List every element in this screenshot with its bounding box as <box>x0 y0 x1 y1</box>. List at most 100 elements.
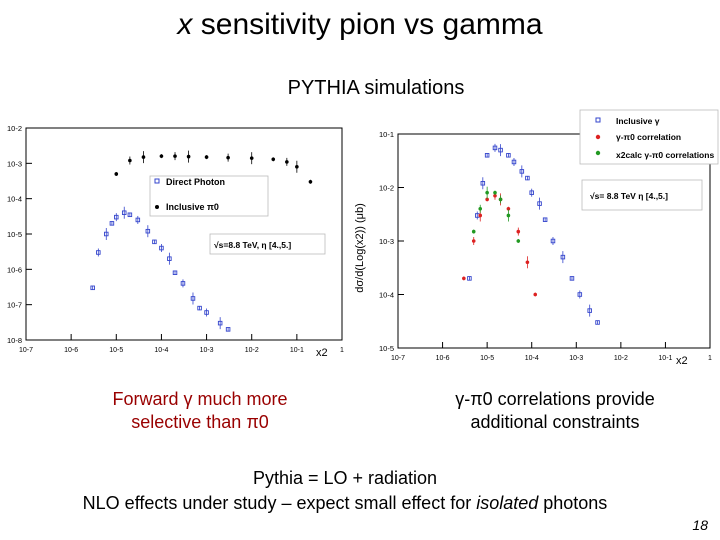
bottom-note: Pythia = LO + radiation NLO effects unde… <box>0 466 690 516</box>
direct-photon-point <box>180 281 186 286</box>
x2calc-0-correlations-point <box>506 213 511 218</box>
x-tick-label: 10-6 <box>436 355 450 362</box>
right-legend-x2calc-marker <box>595 150 601 156</box>
direct-photon-point <box>96 250 101 255</box>
x-tick-label: 10-4 <box>154 347 168 354</box>
x-tick-label: 10-7 <box>391 355 405 362</box>
0-correlation-point <box>506 206 511 211</box>
title-rest: sensitivity pion vs gamma <box>192 8 543 41</box>
right-plot: 10-7 10-6 10-5 10-4 10-3 10-2 10-1 1 10-5 10-4 10-… <box>350 108 720 370</box>
inclusive-point <box>519 169 525 174</box>
0-correlation-point <box>533 292 538 297</box>
inclusive-point <box>587 308 592 313</box>
right-legend-box <box>579 109 719 165</box>
y-tick-label: 10-7 <box>7 301 22 310</box>
0-correlation-point <box>485 197 489 202</box>
left-caption: Forward γ much more selective than π0 <box>80 388 320 434</box>
inclusive-0-point <box>295 164 299 169</box>
right-plot-marks <box>462 143 600 325</box>
direct-photon-point <box>152 239 157 245</box>
right-caption-line1: γ-π0 correlations provide <box>455 389 655 409</box>
x-tick-label: 10-2 <box>245 347 259 354</box>
x2calc-0-correlations-point <box>493 190 497 195</box>
x-tick-label: 10-3 <box>569 355 583 362</box>
left-plot-marks <box>90 150 313 332</box>
note-line2: NLO effects under study – expect small e… <box>0 491 690 516</box>
left-plot: 10-7 10-6 10-5 10-4 10-3 10-2 10-1 1 10-8 10-7 10-… <box>0 118 350 370</box>
x-tick-label: 10-5 <box>109 347 123 354</box>
y-tick-label: 10-2 <box>379 184 394 193</box>
x-tick-label: 10-3 <box>200 347 214 354</box>
left-plot-axis: 10-7 10-6 10-5 10-4 10-3 10-2 10-1 1 10-8 10-7 10-… <box>7 124 344 354</box>
left-legend-direct-photon: Direct Photon <box>166 177 225 187</box>
x2calc-0-correlations-point <box>478 206 483 211</box>
inclusive-0-point <box>308 180 313 184</box>
inclusive-point <box>542 217 548 222</box>
y-tick-label: 10-3 <box>379 237 394 246</box>
y-tick-label: 10-5 <box>7 230 22 239</box>
x2calc-0-correlations-point <box>485 190 489 195</box>
inclusive-point <box>595 320 600 325</box>
left-legend-box <box>149 175 269 217</box>
left-xlabel: x2 <box>316 347 328 359</box>
right-annotation: √s= 8.8 TeV η [4.,5.] <box>590 191 668 201</box>
direct-photon-point <box>121 210 127 215</box>
y-tick-label: 10-3 <box>7 159 22 168</box>
right-legend-inclusive-gamma: Inclusive γ <box>616 116 660 126</box>
inclusive-0-point <box>128 158 132 163</box>
inclusive-point <box>537 201 542 206</box>
right-legend-gamma-pi0-marker <box>595 134 601 140</box>
inclusive-point <box>560 254 566 260</box>
inclusive-point <box>577 292 583 297</box>
inclusive-point <box>550 238 556 244</box>
right-legend-x2calc: x2calc γ-π0 correlations <box>616 150 714 160</box>
x-tick-label: 10-1 <box>290 347 304 354</box>
slide-subtitle: PYTHIA simulations <box>287 77 465 99</box>
inclusive-0-point <box>226 155 230 160</box>
left-legend-direct-photon-marker <box>154 178 160 184</box>
note-line1: Pythia = LO + radiation <box>252 468 438 488</box>
x2calc-0-correlations-point <box>498 197 503 202</box>
inclusive-point <box>569 276 575 281</box>
y-tick-label: 10-5 <box>379 344 394 353</box>
direct-photon-point <box>197 305 202 311</box>
inclusive-0-point <box>204 155 209 159</box>
x-tick-label: 10-7 <box>19 347 33 354</box>
direct-photon-point <box>159 245 164 251</box>
inclusive-point <box>498 147 503 153</box>
slide-title: x sensitivity pion vs gamma <box>0 8 720 42</box>
x-tick-label: 10-1 <box>658 355 672 362</box>
0-correlation-point <box>478 213 483 218</box>
inclusive-0-point <box>249 156 254 160</box>
page-number: 18 <box>692 517 708 533</box>
0-correlation-point <box>493 193 497 198</box>
inclusive-0-point <box>141 155 146 159</box>
title-x: x <box>177 8 193 41</box>
direct-photon-point <box>145 228 151 234</box>
0-correlation-point <box>471 239 476 243</box>
0-correlation-point <box>525 260 530 265</box>
x2calc-0-correlations-point <box>516 239 521 243</box>
direct-photon-point <box>114 214 119 220</box>
x-tick-label: 10-6 <box>64 347 78 354</box>
y-tick-label: 10-6 <box>7 265 22 274</box>
left-legend-inclusive-pi0-marker <box>155 205 159 209</box>
left-legend-inclusive-pi0: Inclusive π0 <box>166 202 219 212</box>
right-xlabel: x2 <box>676 355 688 367</box>
direct-photon-point <box>217 320 223 326</box>
direct-photon-point <box>127 212 133 218</box>
x-tick-label: 1 <box>708 355 712 362</box>
right-annotation-box <box>581 179 703 211</box>
x-tick-label: 10-4 <box>525 355 539 362</box>
left-annotation: √s=8.8 TeV, η [4.,5.] <box>214 240 291 250</box>
inclusive-point <box>511 159 517 165</box>
y-tick-label: 10-4 <box>379 291 394 300</box>
left-annotation-box <box>209 233 326 255</box>
right-caption-line2: additional constraints <box>470 412 640 432</box>
direct-photon-point <box>109 221 115 226</box>
right-legend-gamma-pi0: γ-π0 correlation <box>616 132 681 142</box>
direct-photon-point <box>167 256 172 261</box>
right-legend-inclusive-gamma-marker <box>595 117 601 123</box>
direct-photon-point <box>190 296 196 301</box>
inclusive-point <box>480 181 486 186</box>
